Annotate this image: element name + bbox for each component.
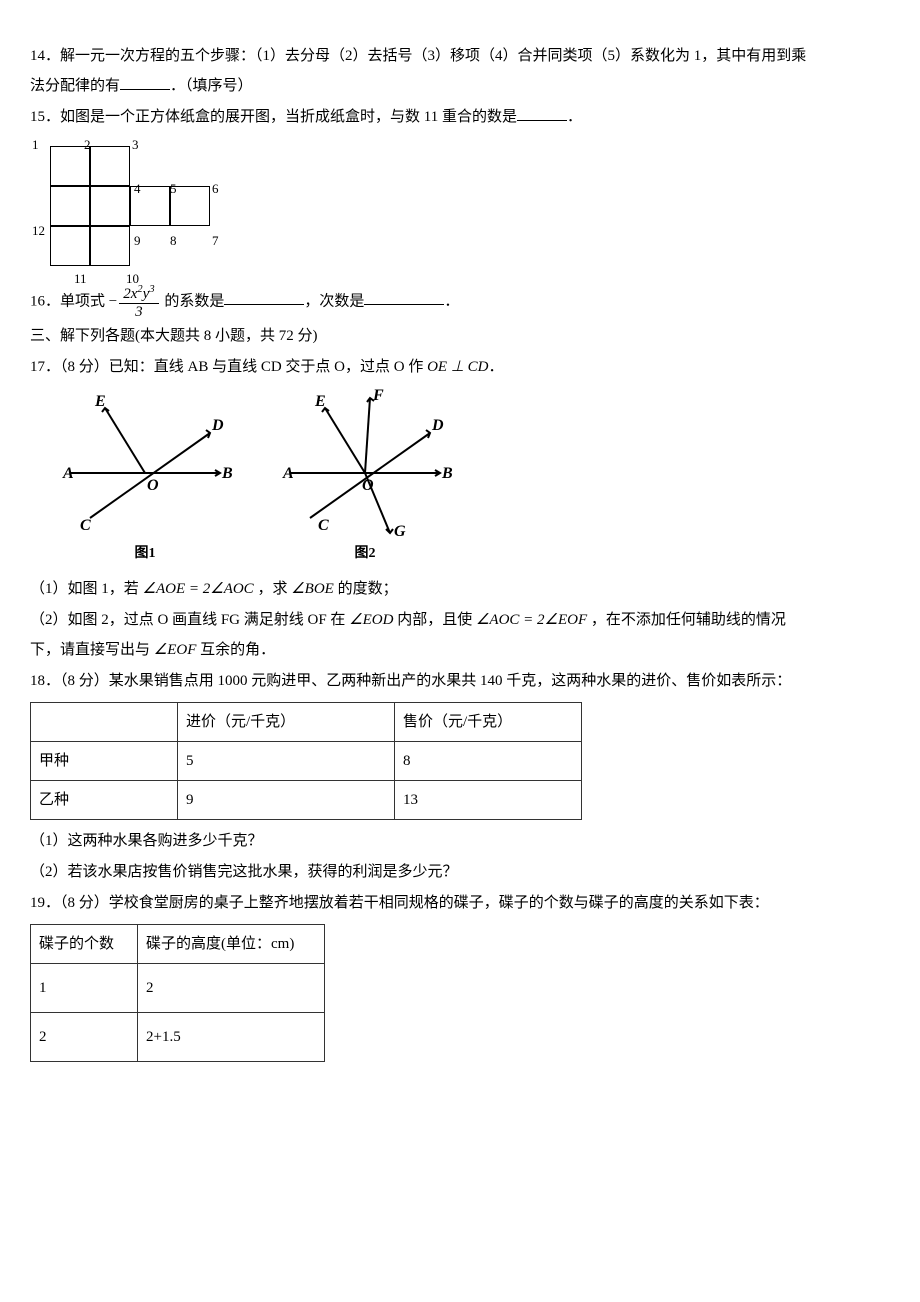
svg-text:D: D xyxy=(431,417,444,434)
q14-text-a: 14．解一元一次方程的五个步骤：（1）去分母（2）去括号（3）移项（4）合并同类… xyxy=(30,48,806,64)
question-18: 18．（8 分）某水果销售点用 1000 元购进甲、乙两种新出产的水果共 140… xyxy=(30,666,890,696)
svg-text:D: D xyxy=(211,417,224,434)
net-label-2: 2 xyxy=(84,132,91,158)
question-19: 19．（8 分）学校食堂厨房的桌子上整齐地摆放着若干相同规格的碟子，碟子的个数与… xyxy=(30,888,890,918)
net-label-1: 1 xyxy=(32,132,39,158)
q17-part2: （2）如图 2，过点 O 画直线 FG 满足射线 OF 在 ∠EOD 内部，且使… xyxy=(30,605,890,665)
net-label-6: 6 xyxy=(212,176,219,202)
q16-text-b: 的系数是 xyxy=(161,293,225,309)
net-label-9: 9 xyxy=(134,228,141,254)
svg-text:O: O xyxy=(147,477,159,494)
table-row: 甲种 5 8 xyxy=(31,742,582,781)
q19-r2c0: 2 xyxy=(31,1013,138,1062)
section-3-header: 三、解下列各题(本大题共 8 小题，共 72 分) xyxy=(30,321,890,351)
cube-net-figure: 1 2 3 4 5 6 7 8 9 10 11 12 xyxy=(30,136,230,276)
question-15: 15．如图是一个正方体纸盒的展开图，当折成纸盒时，与数 11 重合的数是 ． xyxy=(30,102,890,132)
fraction-den: 3 xyxy=(119,304,158,321)
svg-text:E: E xyxy=(314,393,326,410)
q18-table: 进价（元/千克） 售价（元/千克） 甲种 5 8 乙种 9 13 xyxy=(30,702,582,820)
svg-text:C: C xyxy=(80,517,91,534)
svg-text:B: B xyxy=(221,465,233,482)
diagram-2-caption: 图2 xyxy=(270,540,460,568)
q17-p2c: ，在不添加任何辅助线的情况 xyxy=(587,612,786,628)
q17-part1: （1）如图 1，若 ∠AOE = 2∠AOC ，求 ∠BOE 的度数； xyxy=(30,574,890,604)
svg-text:C: C xyxy=(318,517,329,534)
q15-text-b: ． xyxy=(567,109,582,125)
q17-p2d: 下，请直接写出与 xyxy=(30,642,154,658)
q14-text-b: 法分配律的有 xyxy=(30,78,120,94)
svg-text:A: A xyxy=(62,465,74,482)
q19-r2c1: 2+1.5 xyxy=(138,1013,325,1062)
svg-text:G: G xyxy=(394,523,406,538)
svg-text:B: B xyxy=(441,465,453,482)
q17-p2a: （2）如图 2，过点 O 画直线 FG 满足射线 OF 在 xyxy=(30,612,349,628)
table-row: 2 2+1.5 xyxy=(31,1013,325,1062)
q17-p1b: ，求 xyxy=(254,581,292,597)
q18-r1c0: 甲种 xyxy=(31,742,178,781)
diagram-1: A B C D E O 图1 xyxy=(50,388,240,568)
question-14: 14．解一元一次方程的五个步骤：（1）去分母（2）去括号（3）移项（4）合并同类… xyxy=(30,41,890,101)
q19-r1c0: 1 xyxy=(31,964,138,1013)
q18-r2c0: 乙种 xyxy=(31,781,178,820)
q18-p1: （1）这两种水果各购进多少千克？ xyxy=(30,826,890,856)
svg-text:E: E xyxy=(94,393,106,410)
q17-p1-expr2: ∠BOE xyxy=(291,581,334,597)
q18-r1c1: 5 xyxy=(178,742,395,781)
q18-h1: 进价（元/千克） xyxy=(178,703,395,742)
table-row: 进价（元/千克） 售价（元/千克） xyxy=(31,703,582,742)
diagram-1-caption: 图1 xyxy=(50,540,240,568)
net-label-12: 12 xyxy=(32,218,45,244)
net-label-5: 5 xyxy=(170,176,177,202)
q16-text-c: ，次数是 xyxy=(304,293,364,309)
q17-p2-expr1: ∠EOD xyxy=(349,612,393,628)
net-label-8: 8 xyxy=(170,228,177,254)
q17-p2-expr3: ∠EOF xyxy=(154,642,197,658)
q18-h2: 售价（元/千克） xyxy=(395,703,582,742)
q17-p1-expr1: ∠AOE = 2∠AOC xyxy=(143,581,254,597)
q18-p2: （2）若该水果店按售价销售完这批水果，获得的利润是多少元？ xyxy=(30,857,890,887)
q18-h0 xyxy=(31,703,178,742)
net-label-4: 4 xyxy=(134,176,141,202)
q14-blank xyxy=(120,74,170,90)
q17-text-b: ． xyxy=(489,359,504,375)
net-label-3: 3 xyxy=(132,132,139,158)
q18-r1c2: 8 xyxy=(395,742,582,781)
q17-p1c: 的度数； xyxy=(334,581,398,597)
q19-h1: 碟子的个数 xyxy=(31,925,138,964)
q18-r2c2: 13 xyxy=(395,781,582,820)
q16-text-a: 16．单项式 xyxy=(30,293,109,309)
q17-diagrams: A B C D E O 图1 xyxy=(50,388,890,568)
q17-text-a: 17．（8 分）已知：直线 AB 与直线 CD 交于点 O，过点 O 作 xyxy=(30,359,427,375)
q17-p2e: 互余的角． xyxy=(196,642,275,658)
question-16: 16．单项式 −2x2y33 的系数是，次数是． xyxy=(30,284,890,320)
table-row: 1 2 xyxy=(31,964,325,1013)
net-label-10: 10 xyxy=(126,266,139,292)
q16-blank-1 xyxy=(224,289,304,305)
q16-text-d: ． xyxy=(444,293,459,309)
svg-text:O: O xyxy=(362,477,374,494)
table-row: 乙种 9 13 xyxy=(31,781,582,820)
q17-p1a: （1）如图 1，若 xyxy=(30,581,143,597)
q19-r1c1: 2 xyxy=(138,964,325,1013)
q17-p2-expr2: ∠AOC = 2∠EOF xyxy=(476,612,587,628)
q15-text-a: 15．如图是一个正方体纸盒的展开图，当折成纸盒时，与数 11 重合的数是 xyxy=(30,109,517,125)
q17-p2b: 内部，且使 xyxy=(393,612,476,628)
diagram-2: A B C D E F G O 图2 xyxy=(270,388,460,568)
svg-text:A: A xyxy=(282,465,294,482)
net-label-11: 11 xyxy=(74,266,87,292)
q19-h2: 碟子的高度(单位：cm) xyxy=(138,925,325,964)
minus-sign: − xyxy=(109,293,117,309)
net-label-7: 7 xyxy=(212,228,219,254)
svg-text:F: F xyxy=(372,388,384,404)
q17-expr: OE ⊥ CD xyxy=(427,359,488,375)
table-row: 碟子的个数 碟子的高度(单位：cm) xyxy=(31,925,325,964)
q16-blank-2 xyxy=(364,289,444,305)
q19-table: 碟子的个数 碟子的高度(单位：cm) 1 2 2 2+1.5 xyxy=(30,924,325,1062)
q14-text-c: ．（填序号） xyxy=(170,78,253,94)
question-17: 17．（8 分）已知：直线 AB 与直线 CD 交于点 O，过点 O 作 OE … xyxy=(30,352,890,382)
q15-blank xyxy=(517,105,567,121)
q18-r2c1: 9 xyxy=(178,781,395,820)
